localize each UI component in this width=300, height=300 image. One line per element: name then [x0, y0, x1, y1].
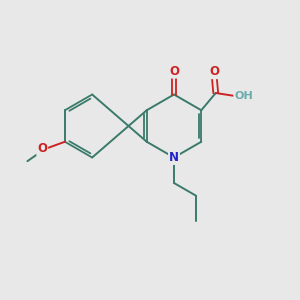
- Text: O: O: [37, 142, 47, 155]
- Text: OH: OH: [234, 91, 253, 101]
- Text: O: O: [209, 65, 219, 78]
- Text: N: N: [169, 151, 179, 164]
- Text: O: O: [169, 64, 179, 78]
